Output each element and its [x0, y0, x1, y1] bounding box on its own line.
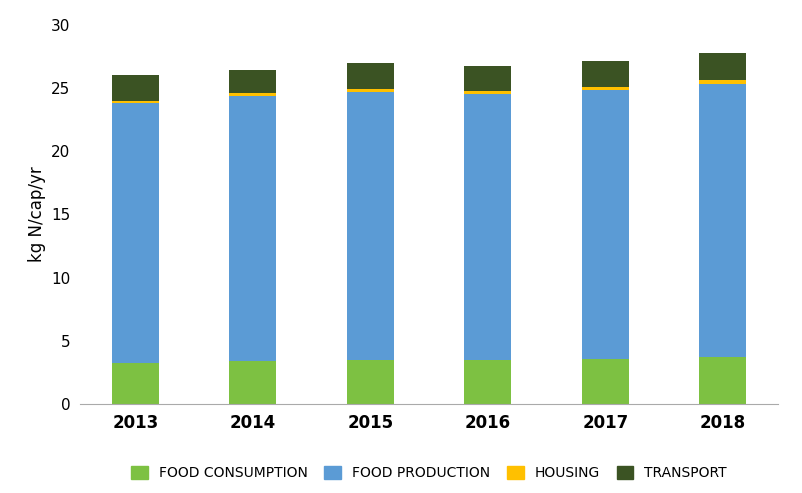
Bar [699, 80, 746, 84]
Bar [112, 75, 159, 101]
Bar [346, 89, 394, 92]
Bar [464, 94, 512, 360]
Legend: FOOD CONSUMPTION, FOOD PRODUCTION, HOUSING, TRANSPORT: FOOD CONSUMPTION, FOOD PRODUCTION, HOUSI… [126, 460, 732, 486]
Bar [464, 360, 512, 404]
Bar [699, 84, 746, 357]
Bar [346, 63, 394, 89]
Bar [346, 360, 394, 404]
Bar [229, 70, 277, 93]
Bar [112, 103, 159, 362]
Bar [346, 92, 394, 360]
Bar [229, 93, 277, 96]
Y-axis label: kg N/cap/yr: kg N/cap/yr [27, 167, 46, 262]
Bar [581, 359, 629, 404]
Bar [464, 91, 512, 94]
Bar [229, 361, 277, 404]
Bar [112, 362, 159, 404]
Bar [464, 67, 512, 91]
Bar [699, 53, 746, 80]
Bar [581, 90, 629, 359]
Bar [229, 96, 277, 361]
Bar [581, 87, 629, 90]
Bar [112, 101, 159, 103]
Bar [699, 357, 746, 404]
Bar [581, 61, 629, 87]
